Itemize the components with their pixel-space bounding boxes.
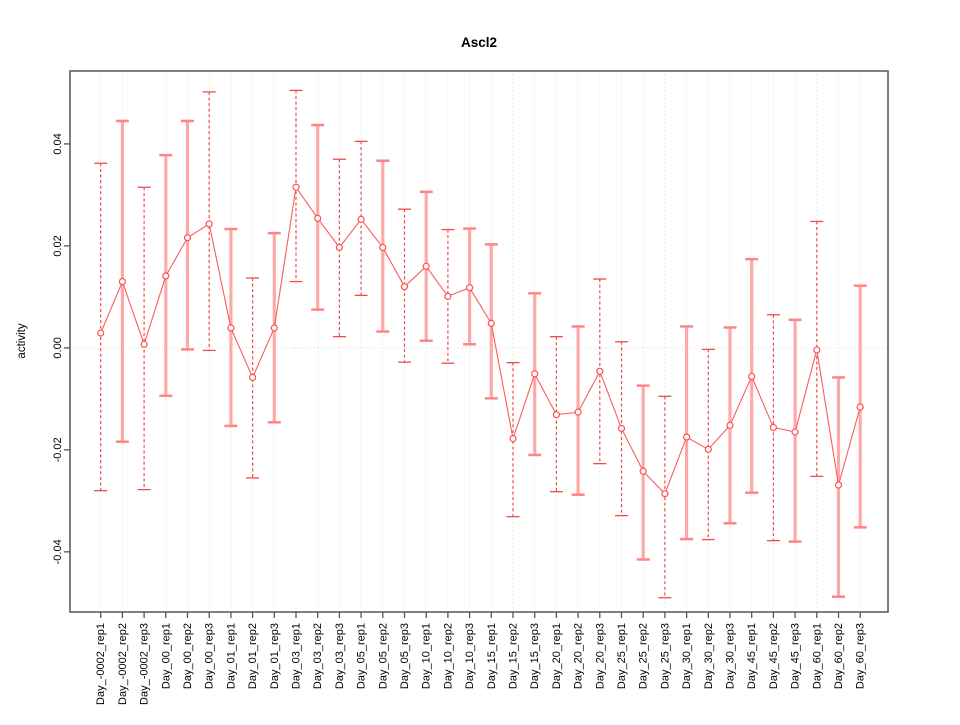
x-tick-label: Day_10_rep3 — [464, 623, 476, 689]
data-point-marker — [422, 262, 430, 270]
data-point-marker — [856, 403, 864, 411]
data-point-marker — [357, 215, 365, 223]
series-line — [100, 185, 861, 495]
data-point-marker — [270, 324, 278, 332]
y-tick-label: -0.02 — [52, 437, 64, 462]
x-tick-label: Day_01_rep1 — [225, 623, 237, 689]
data-point-marker — [314, 214, 322, 222]
data-point-marker — [682, 433, 691, 441]
data-point-marker — [791, 428, 799, 436]
data-point-marker — [769, 423, 778, 432]
data-point-marker — [552, 411, 561, 419]
x-tick-label: Day_00_rep3 — [204, 623, 216, 689]
y-tick-label: 0.02 — [52, 235, 64, 256]
x-tick-label: Day_05_rep3 — [399, 623, 411, 689]
x-tick-label: Day_00_rep1 — [160, 623, 172, 689]
y-axis-title: activity — [16, 323, 28, 358]
data-point-marker — [140, 340, 148, 348]
x-tick-label: Day_01_rep2 — [247, 623, 259, 689]
x-tick-label: Day_60_rep2 — [833, 623, 845, 689]
data-point-marker — [813, 346, 821, 354]
x-tick-label: Day_15_rep3 — [529, 623, 541, 689]
data-point-marker — [704, 445, 712, 453]
data-point-marker — [487, 319, 495, 327]
y-tick-label: 0.00 — [52, 337, 64, 358]
data-point-marker — [292, 183, 300, 191]
data-point-marker — [617, 424, 626, 433]
data-point-marker — [661, 490, 669, 498]
x-tick-label: Day_25_rep1 — [616, 623, 628, 689]
x-tick-label: Day_10_rep1 — [421, 623, 433, 689]
data-point-marker — [205, 220, 213, 228]
data-point-marker — [444, 292, 452, 300]
data-point-marker — [118, 277, 127, 286]
x-tick-label: Day_-0002_rep3 — [139, 623, 151, 705]
x-tick-label: Day_-0002_rep1 — [95, 623, 107, 705]
x-tick-label: Day_45_rep3 — [790, 623, 802, 689]
data-point-marker — [162, 272, 170, 280]
x-tick-label: Day_03_rep3 — [334, 623, 346, 689]
x-tick-label: Day_20_rep2 — [573, 623, 585, 689]
plot-border — [69, 70, 889, 613]
y-tick-label: 0.04 — [52, 133, 64, 154]
x-tick-label: Day_-0002_rep2 — [117, 623, 129, 705]
data-point-marker — [249, 373, 257, 382]
x-tick-label: Day_01_rep3 — [269, 623, 281, 689]
data-point-marker — [726, 421, 734, 429]
data-point-marker — [97, 329, 105, 337]
data-point-marker — [379, 243, 387, 252]
x-tick-label: Day_45_rep1 — [746, 623, 758, 689]
data-point-marker — [400, 283, 409, 291]
x-tick-label: Day_30_rep2 — [703, 623, 715, 689]
series-polyline — [100, 185, 861, 495]
plot-box — [69, 70, 889, 613]
x-tick-label: Day_03_rep1 — [291, 623, 303, 689]
x-tick-label: Day_05_rep2 — [377, 623, 389, 689]
data-point-marker — [509, 435, 517, 443]
x-tick-label: Day_20_rep1 — [551, 623, 563, 689]
data-point-marker — [748, 372, 756, 381]
data-point-marker — [574, 408, 582, 416]
x-tick-label: Day_60_rep1 — [811, 623, 823, 689]
x-tick-label: Day_15_rep2 — [508, 623, 520, 689]
x-tick-label: Day_45_rep2 — [768, 623, 780, 689]
x-tick-label: Day_03_rep2 — [312, 623, 324, 689]
y-tick-label: -0.04 — [52, 539, 64, 564]
x-tick-label: Day_60_rep3 — [855, 623, 867, 689]
data-point-marker — [596, 367, 604, 375]
x-tick-label: Day_30_rep3 — [725, 623, 737, 689]
x-axis-labels: Day_-0002_rep1 Day_-0002_rep2 Day_-0002_re… — [95, 612, 867, 705]
x-tick-label: Day_10_rep2 — [442, 623, 454, 689]
data-point-marker — [639, 467, 647, 475]
data-point-marker — [531, 370, 539, 378]
x-tick-label: Day_00_rep2 — [182, 623, 194, 689]
x-tick-label: Day_25_rep3 — [659, 623, 671, 689]
x-tick-label: Day_30_rep1 — [681, 623, 693, 689]
data-point-marker — [183, 234, 192, 242]
data-point-marker — [466, 284, 474, 292]
x-tick-label: Day_20_rep3 — [594, 623, 606, 689]
data-point-marker — [834, 481, 843, 489]
data-points — [97, 183, 864, 498]
x-tick-label: Day_25_rep2 — [638, 623, 650, 689]
x-tick-label: Day_05_rep1 — [356, 623, 368, 689]
chart-title: Ascl2 — [461, 35, 497, 50]
data-point-marker — [227, 324, 235, 332]
error-bars — [94, 89, 867, 599]
data-point-marker — [335, 243, 343, 252]
y-axis-labels: 0.04 0.02 0.00 -0.02 -0.04 — [52, 133, 70, 564]
x-tick-label: Day_15_rep1 — [486, 623, 498, 689]
